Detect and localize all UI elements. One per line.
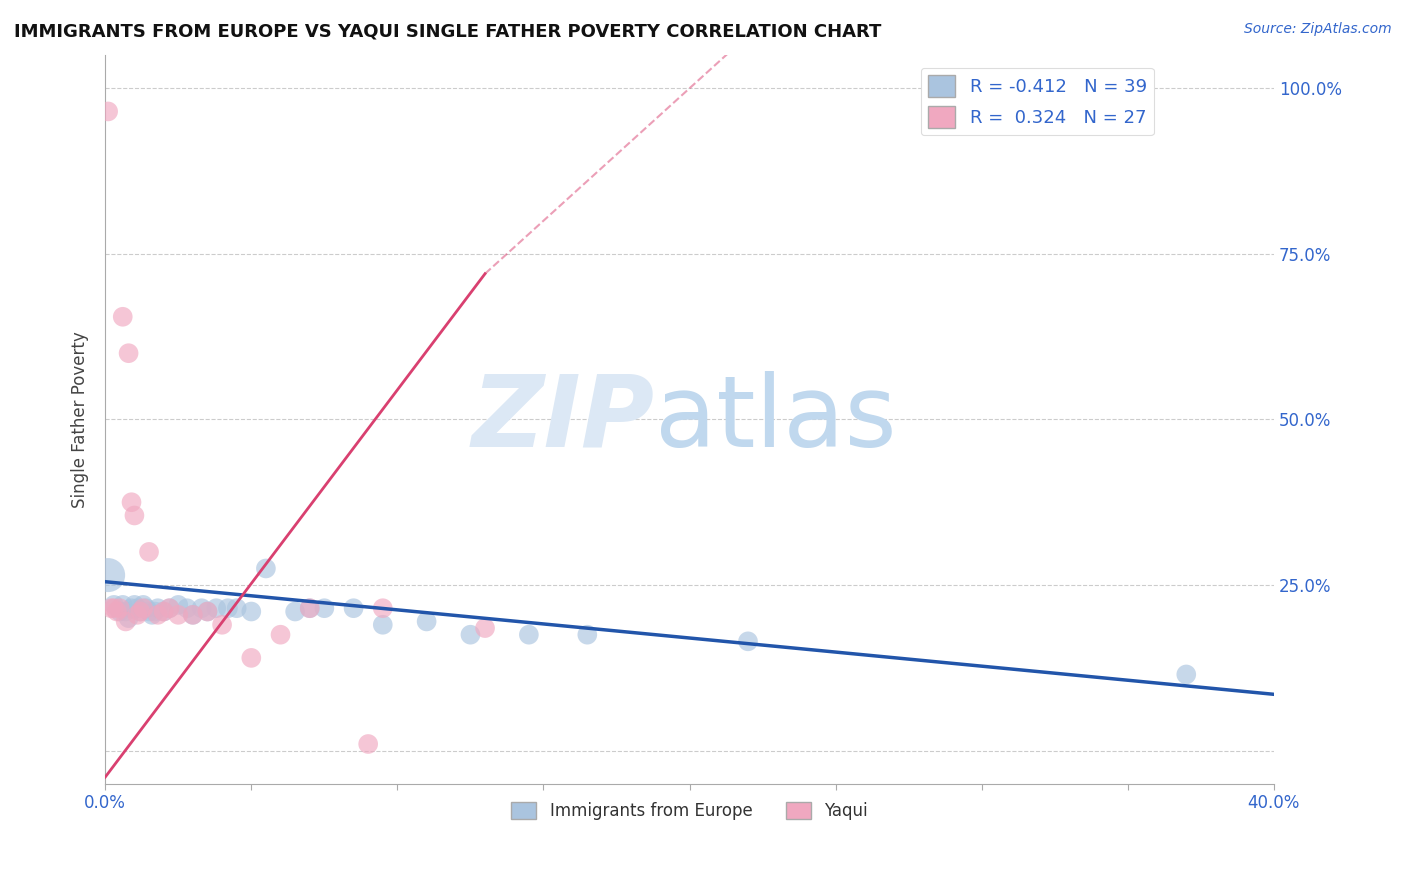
Point: [146, 607, 169, 622]
Point: [138, 605, 160, 619]
Point: [135, 601, 157, 615]
Point: [576, 628, 599, 642]
Point: [121, 495, 143, 509]
Point: [105, 605, 128, 619]
Point: [284, 605, 307, 619]
Point: [114, 615, 136, 629]
Point: [127, 607, 149, 622]
Text: Source: ZipAtlas.com: Source: ZipAtlas.com: [1244, 22, 1392, 37]
Point: [371, 617, 394, 632]
Point: [474, 621, 496, 635]
Point: [167, 607, 190, 622]
Point: [342, 601, 364, 615]
Point: [129, 605, 152, 619]
Point: [217, 601, 239, 615]
Text: ZIP: ZIP: [471, 371, 655, 468]
Point: [460, 628, 482, 642]
Point: [100, 601, 122, 615]
Point: [97, 568, 120, 582]
Point: [270, 628, 292, 642]
Point: [108, 605, 131, 619]
Text: atlas: atlas: [655, 371, 896, 468]
Text: IMMIGRANTS FROM EUROPE VS YAQUI SINGLE FATHER POVERTY CORRELATION CHART: IMMIGRANTS FROM EUROPE VS YAQUI SINGLE F…: [14, 22, 882, 40]
Point: [108, 601, 131, 615]
Point: [205, 601, 228, 615]
Point: [132, 598, 155, 612]
Point: [159, 601, 181, 615]
Legend: Immigrants from Europe, Yaqui: Immigrants from Europe, Yaqui: [505, 795, 875, 826]
Point: [159, 601, 181, 615]
Point: [240, 651, 263, 665]
Point: [146, 601, 169, 615]
Point: [152, 605, 174, 619]
Point: [181, 607, 204, 622]
Point: [197, 605, 219, 619]
Point: [517, 628, 540, 642]
Point: [298, 601, 321, 615]
Point: [111, 598, 134, 612]
Point: [176, 601, 198, 615]
Point: [97, 104, 120, 119]
Point: [167, 598, 190, 612]
Point: [111, 310, 134, 324]
Point: [737, 634, 759, 648]
Point: [121, 601, 143, 615]
Point: [1175, 667, 1198, 681]
Point: [211, 617, 233, 632]
Point: [240, 605, 263, 619]
Point: [254, 561, 277, 575]
Point: [225, 601, 247, 615]
Point: [132, 601, 155, 615]
Point: [197, 605, 219, 619]
Point: [124, 598, 146, 612]
Point: [117, 611, 139, 625]
Point: [129, 605, 152, 619]
Point: [181, 607, 204, 622]
Point: [415, 615, 437, 629]
Point: [141, 607, 163, 622]
Point: [114, 605, 136, 619]
Point: [124, 508, 146, 523]
Point: [103, 598, 125, 612]
Point: [314, 601, 336, 615]
Y-axis label: Single Father Poverty: Single Father Poverty: [72, 331, 89, 508]
Point: [371, 601, 394, 615]
Point: [138, 545, 160, 559]
Point: [117, 346, 139, 360]
Point: [127, 601, 149, 615]
Point: [298, 601, 321, 615]
Point: [190, 601, 212, 615]
Point: [357, 737, 380, 751]
Point: [152, 605, 174, 619]
Point: [143, 605, 166, 619]
Point: [103, 601, 125, 615]
